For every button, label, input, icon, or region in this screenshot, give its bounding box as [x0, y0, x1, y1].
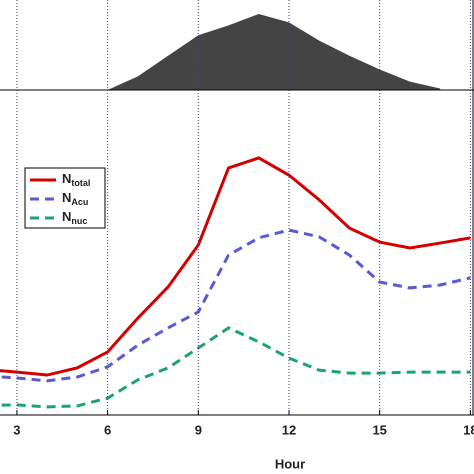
x-tick-label: 6	[104, 422, 111, 437]
legend-label: Nnuc	[62, 209, 87, 226]
x-tick-label: 18	[463, 422, 474, 437]
x-tick-label: 12	[282, 422, 296, 437]
x-tick-label: 15	[372, 422, 386, 437]
legend-label: Ntotal	[62, 171, 90, 188]
legend-label: NAcu	[62, 190, 88, 207]
x-axis-label: Hour	[275, 456, 305, 471]
legend-subscript: Acu	[71, 197, 88, 207]
x-tick-label: 3	[13, 422, 20, 437]
area	[107, 14, 441, 90]
series-line	[0, 156, 471, 377]
top-panel	[107, 14, 441, 90]
legend-subscript: total	[71, 178, 90, 188]
series-line	[0, 326, 471, 409]
series-line	[0, 228, 471, 383]
bottom-panel	[0, 156, 471, 409]
legend-name: N	[62, 171, 71, 186]
legend-subscript: nuc	[71, 216, 87, 226]
legend-name: N	[62, 209, 71, 224]
x-tick-label: 9	[195, 422, 202, 437]
legend-name: N	[62, 190, 71, 205]
